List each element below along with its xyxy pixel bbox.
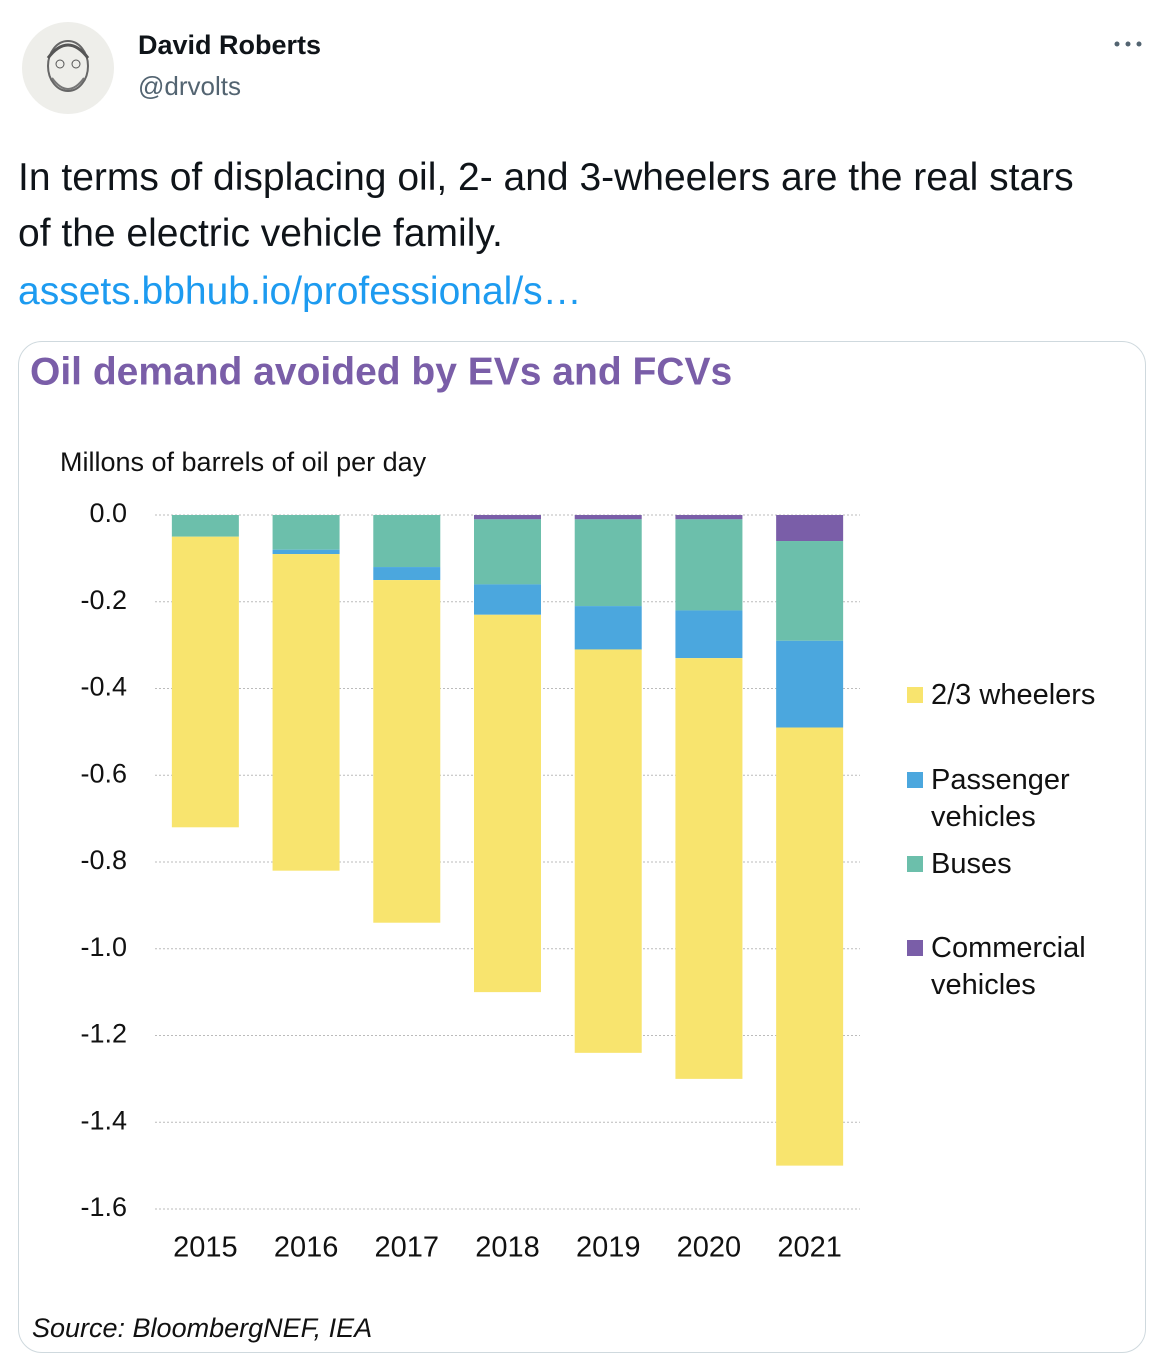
bar-segment	[675, 610, 743, 659]
y-axis-label: Millons of barrels of oil per day	[60, 447, 427, 477]
legend-label: Buses	[931, 848, 1012, 880]
x-tick-label: 2021	[777, 1232, 842, 1264]
x-tick-label: 2015	[173, 1232, 238, 1264]
y-tick-label: -1.0	[80, 932, 127, 962]
legend-label: Commercial vehicles	[931, 932, 1086, 1001]
bar-segment	[675, 658, 743, 1079]
bar-segment	[776, 515, 844, 542]
bar-segment	[675, 519, 743, 611]
bar-segment	[574, 515, 642, 520]
bar-segment	[474, 519, 541, 585]
bar-segment	[574, 649, 642, 1053]
legend-item: Buses	[907, 846, 1107, 883]
bar-segment	[776, 541, 844, 641]
bar-segment	[474, 515, 541, 520]
y-tick-label: -1.6	[80, 1192, 127, 1222]
x-tick-label: 2017	[375, 1232, 440, 1264]
y-tick-label: -1.2	[80, 1019, 127, 1049]
legend-swatch	[907, 940, 923, 956]
bar-segment	[474, 614, 541, 993]
legend-swatch	[907, 772, 923, 788]
y-tick-label: -0.8	[80, 845, 127, 875]
source: Source: BloombergNEF, IEA	[32, 1313, 372, 1343]
chart-title: Oil demand avoided by EVs and FCVs	[30, 350, 732, 393]
bar-segment	[474, 584, 541, 615]
bar-segment	[675, 515, 743, 520]
x-tick-label: 2019	[576, 1232, 641, 1264]
bar-segment	[272, 554, 340, 871]
bar-segment	[574, 606, 642, 650]
legend-swatch	[907, 687, 923, 703]
more-menu[interactable]	[1112, 38, 1146, 50]
bar-segment	[373, 567, 441, 581]
author-handle[interactable]: @drvolts	[138, 71, 241, 101]
tweet-link[interactable]: assets.bbhub.io/professional/s…	[18, 270, 582, 313]
legend-item: Commercial vehicles	[907, 930, 1107, 1004]
bar-segment	[171, 515, 239, 537]
x-tick-label: 2020	[677, 1232, 742, 1264]
media-card[interactable]	[18, 341, 1146, 1353]
avatar[interactable]	[22, 22, 114, 114]
legend-item: 2/3 wheelers	[907, 677, 1107, 714]
legend-swatch	[907, 856, 923, 872]
y-tick-label: -0.6	[80, 758, 127, 788]
x-tick-label: 2018	[475, 1232, 540, 1264]
bar-segment	[272, 549, 340, 555]
bar-segment	[776, 727, 844, 1166]
y-tick-label: 0.0	[89, 498, 127, 528]
tweet-text: In terms of displacing oil, 2- and 3-whe…	[18, 156, 1074, 255]
bar-segment	[373, 580, 441, 923]
bar-segment	[272, 515, 340, 550]
y-tick-label: -0.4	[80, 672, 127, 702]
y-tick-label: -1.4	[80, 1105, 127, 1135]
bar-segment	[373, 515, 441, 568]
bar-segment	[171, 536, 239, 828]
legend-item: Passenger vehicles	[907, 762, 1107, 836]
y-tick-label: -0.2	[80, 585, 127, 615]
bar-segment	[574, 519, 642, 607]
bar-segment	[776, 640, 844, 728]
x-tick-label: 2016	[274, 1232, 339, 1264]
author-name[interactable]: David Roberts	[138, 30, 322, 60]
legend-label: 2/3 wheelers	[931, 679, 1096, 711]
legend-label: Passenger vehicles	[931, 764, 1070, 833]
